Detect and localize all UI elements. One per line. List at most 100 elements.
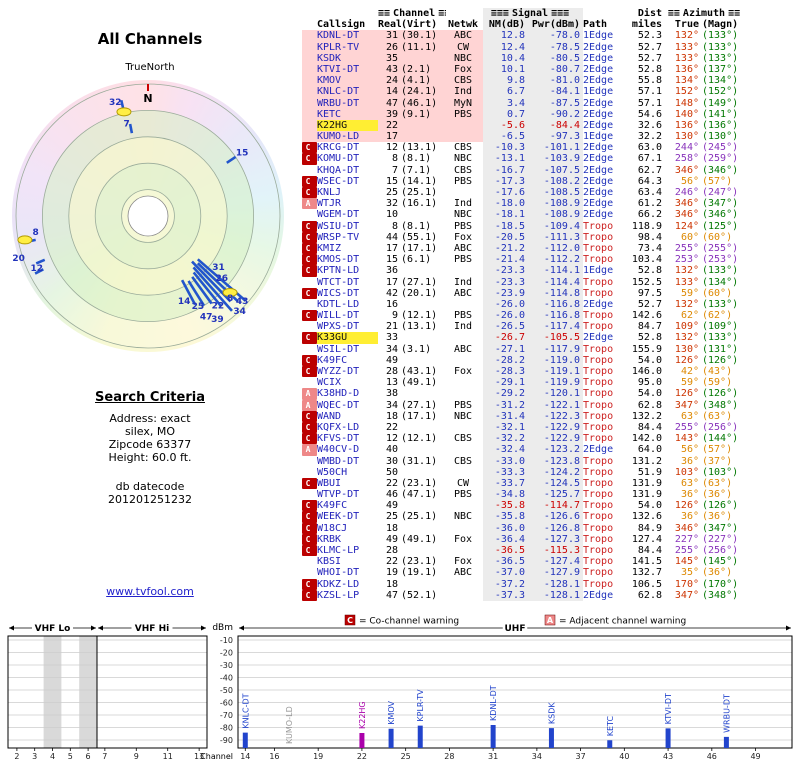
callsign-link[interactable]: W18CJ xyxy=(317,522,348,534)
callsign-link[interactable]: WYZZ-DT xyxy=(317,366,360,377)
callsign-link[interactable]: KTVI-DT xyxy=(317,63,378,76)
cell-di: 118.9 xyxy=(631,220,662,232)
cell-vi: (43.1) xyxy=(401,366,438,377)
cell-at: 255° xyxy=(674,545,699,556)
channel-tick-label: 13 xyxy=(194,752,204,761)
callsign-link[interactable]: KDKZ-LD xyxy=(317,578,360,590)
callsign-link[interactable]: WRBU-DT xyxy=(317,97,378,109)
callsign-link[interactable]: KUMO-LD xyxy=(317,131,378,143)
callsign-link[interactable]: WILL-DT xyxy=(317,310,360,322)
table-row: WGEM-DT 10 NBC -18.1 -108.9 2Edge 66.2 346° (346… xyxy=(302,209,798,221)
cell-at: 227° xyxy=(674,533,699,545)
adjacent-channel-warning-badge: A xyxy=(302,388,317,400)
table-row: C KOMU-DT 8 (8.1) NBC -13.1 -103.9 2Edge 67.1 258… xyxy=(302,153,798,165)
cell-nw xyxy=(446,355,483,366)
table-row: K22HG 22 -5.6 -84.4 2Edge 32.6 136° (136°) xyxy=(302,119,798,132)
callsign-link[interactable]: KBSI xyxy=(317,556,342,568)
callsign-link[interactable]: WSEC-DT xyxy=(317,175,360,187)
callsign-link[interactable]: KZSL-LP xyxy=(317,589,360,601)
callsign-link[interactable]: KQFX-LD xyxy=(317,421,360,433)
callsign-link[interactable]: K49FC xyxy=(317,500,348,512)
cell-di: 55.8 xyxy=(637,75,662,87)
callsign-link[interactable]: WSIU-DT xyxy=(317,220,360,232)
cell-pw: -81.0 xyxy=(528,75,583,87)
callsign-link[interactable]: WTJR xyxy=(317,198,342,210)
callsign-link[interactable]: K22HG xyxy=(317,119,378,132)
callsign-link[interactable]: WTCT-DT xyxy=(317,276,360,288)
callsign-link[interactable]: KPTN-LD xyxy=(317,265,360,277)
callsign-link[interactable]: KDTL-LD xyxy=(317,298,360,310)
callsign-link[interactable]: K38HD-D xyxy=(317,388,360,400)
cell-nm: 0.7 xyxy=(483,108,528,120)
callsign-link[interactable]: KMIZ xyxy=(317,242,342,254)
callsign-link[interactable]: WICS-DT xyxy=(317,287,360,299)
cell-pw: -84.4 xyxy=(528,119,583,132)
channel-marker-label: 12 xyxy=(30,264,43,274)
callsign-link[interactable]: KLMC-LP xyxy=(317,545,360,556)
cell-vi: (20.1) xyxy=(401,287,438,299)
callsign-link[interactable]: KHQA-DT xyxy=(317,164,360,176)
cell-re: 17 xyxy=(385,242,398,254)
warning-badge-empty xyxy=(302,75,317,87)
signal-bar-label: KNLC-DT xyxy=(241,693,250,728)
callsign-link[interactable]: WHOI-DT xyxy=(317,567,360,579)
callsign-link[interactable]: WEEK-DT xyxy=(317,511,360,523)
table-row: KNLC-DT 14 (24.1) Ind 6.7 -84.1 1Edge 57.1 152°(… xyxy=(302,86,798,98)
cell-pw: -97.3 xyxy=(528,131,583,143)
cell-nw: PBS xyxy=(453,310,473,322)
cell-vi xyxy=(401,265,446,276)
co-channel-warning-badge: C xyxy=(302,477,317,490)
callsign-link[interactable]: KRCG-DT xyxy=(317,142,360,154)
channel-marker-label: 8 xyxy=(227,294,233,304)
callsign-link[interactable]: WPXS-DT xyxy=(317,321,360,333)
callsign-link[interactable]: W40CV-D xyxy=(317,444,360,456)
warning-badge-empty xyxy=(302,489,317,500)
cell-at: 60° xyxy=(680,231,699,243)
callsign-link[interactable]: W50CH xyxy=(317,466,348,478)
callsign-link[interactable]: WCIX xyxy=(317,377,342,389)
cell-at: 56° xyxy=(680,175,699,187)
callsign-link[interactable]: KFVS-DT xyxy=(317,433,360,445)
callsign-link[interactable]: KDNL-DT xyxy=(317,30,378,42)
callsign-link[interactable]: KNLC-DT xyxy=(317,86,378,98)
callsign-link[interactable]: WQEC-DT xyxy=(317,399,360,411)
callsign-link[interactable]: KOMU-DT xyxy=(317,153,360,165)
cell-vi: (24.1) xyxy=(401,86,446,98)
cell-nw: Ind xyxy=(453,198,473,210)
callsign-link[interactable]: K49FC xyxy=(317,354,348,366)
co-channel-warning-badge: C xyxy=(302,187,317,199)
callsign-link[interactable]: WAND xyxy=(317,410,342,422)
tvfool-link[interactable]: www.tvfool.com xyxy=(106,585,194,598)
callsign-link[interactable]: KPLR-TV xyxy=(317,41,378,53)
cell-vi: (25.1) xyxy=(401,511,438,523)
cell-at: 132° xyxy=(674,298,699,310)
cell-at: 136° xyxy=(674,119,699,131)
cell-vi: (8.1) xyxy=(401,153,432,165)
cell-am: (126°) xyxy=(702,388,739,400)
callsign-link[interactable]: WGEM-DT xyxy=(317,209,360,221)
callsign-link[interactable]: WMBD-DT xyxy=(317,455,360,467)
table-row: C KMIZ 17 (17.1) ABC -21.2 -112.0 Tropo 73.4 255°… xyxy=(302,242,798,255)
cell-pa: 2Edge xyxy=(583,164,614,176)
callsign-link[interactable]: WBUI xyxy=(317,477,342,489)
table-row: WCIX 13 (49.1) -29.1 -119.9 Tropo 95.0 59° (59°) xyxy=(302,377,798,389)
table-row: C KNLJ 25 (25.1) -17.6 -108.5 2Edge 63.4 246° (24… xyxy=(302,187,798,199)
callsign-link[interactable]: K33GU xyxy=(317,332,378,344)
cell-nw: CBS xyxy=(446,75,483,87)
cell-am: (59°) xyxy=(702,377,733,389)
cell-pw: -119.1 xyxy=(528,366,583,378)
cell-am: (134°) xyxy=(702,276,739,288)
callsign-link[interactable]: KETC xyxy=(317,108,378,120)
callsign-link[interactable]: KMOV xyxy=(317,75,378,87)
callsign-link[interactable]: WTVP-DT xyxy=(317,489,360,501)
co-channel-warning-badge: C xyxy=(302,522,317,534)
cell-vi: (17.1) xyxy=(401,410,438,422)
col-header-magn: (Magn) xyxy=(702,19,739,31)
callsign-link[interactable]: KMOS-DT xyxy=(317,254,360,266)
callsign-link[interactable]: WRSP-TV xyxy=(317,231,360,243)
cell-re: 38 xyxy=(385,388,398,400)
callsign-link[interactable]: KNLJ xyxy=(317,187,342,198)
callsign-link[interactable]: KRBK xyxy=(317,533,342,545)
callsign-link[interactable]: WSIL-DT xyxy=(317,343,360,355)
callsign-link[interactable]: KSDK xyxy=(317,52,378,64)
